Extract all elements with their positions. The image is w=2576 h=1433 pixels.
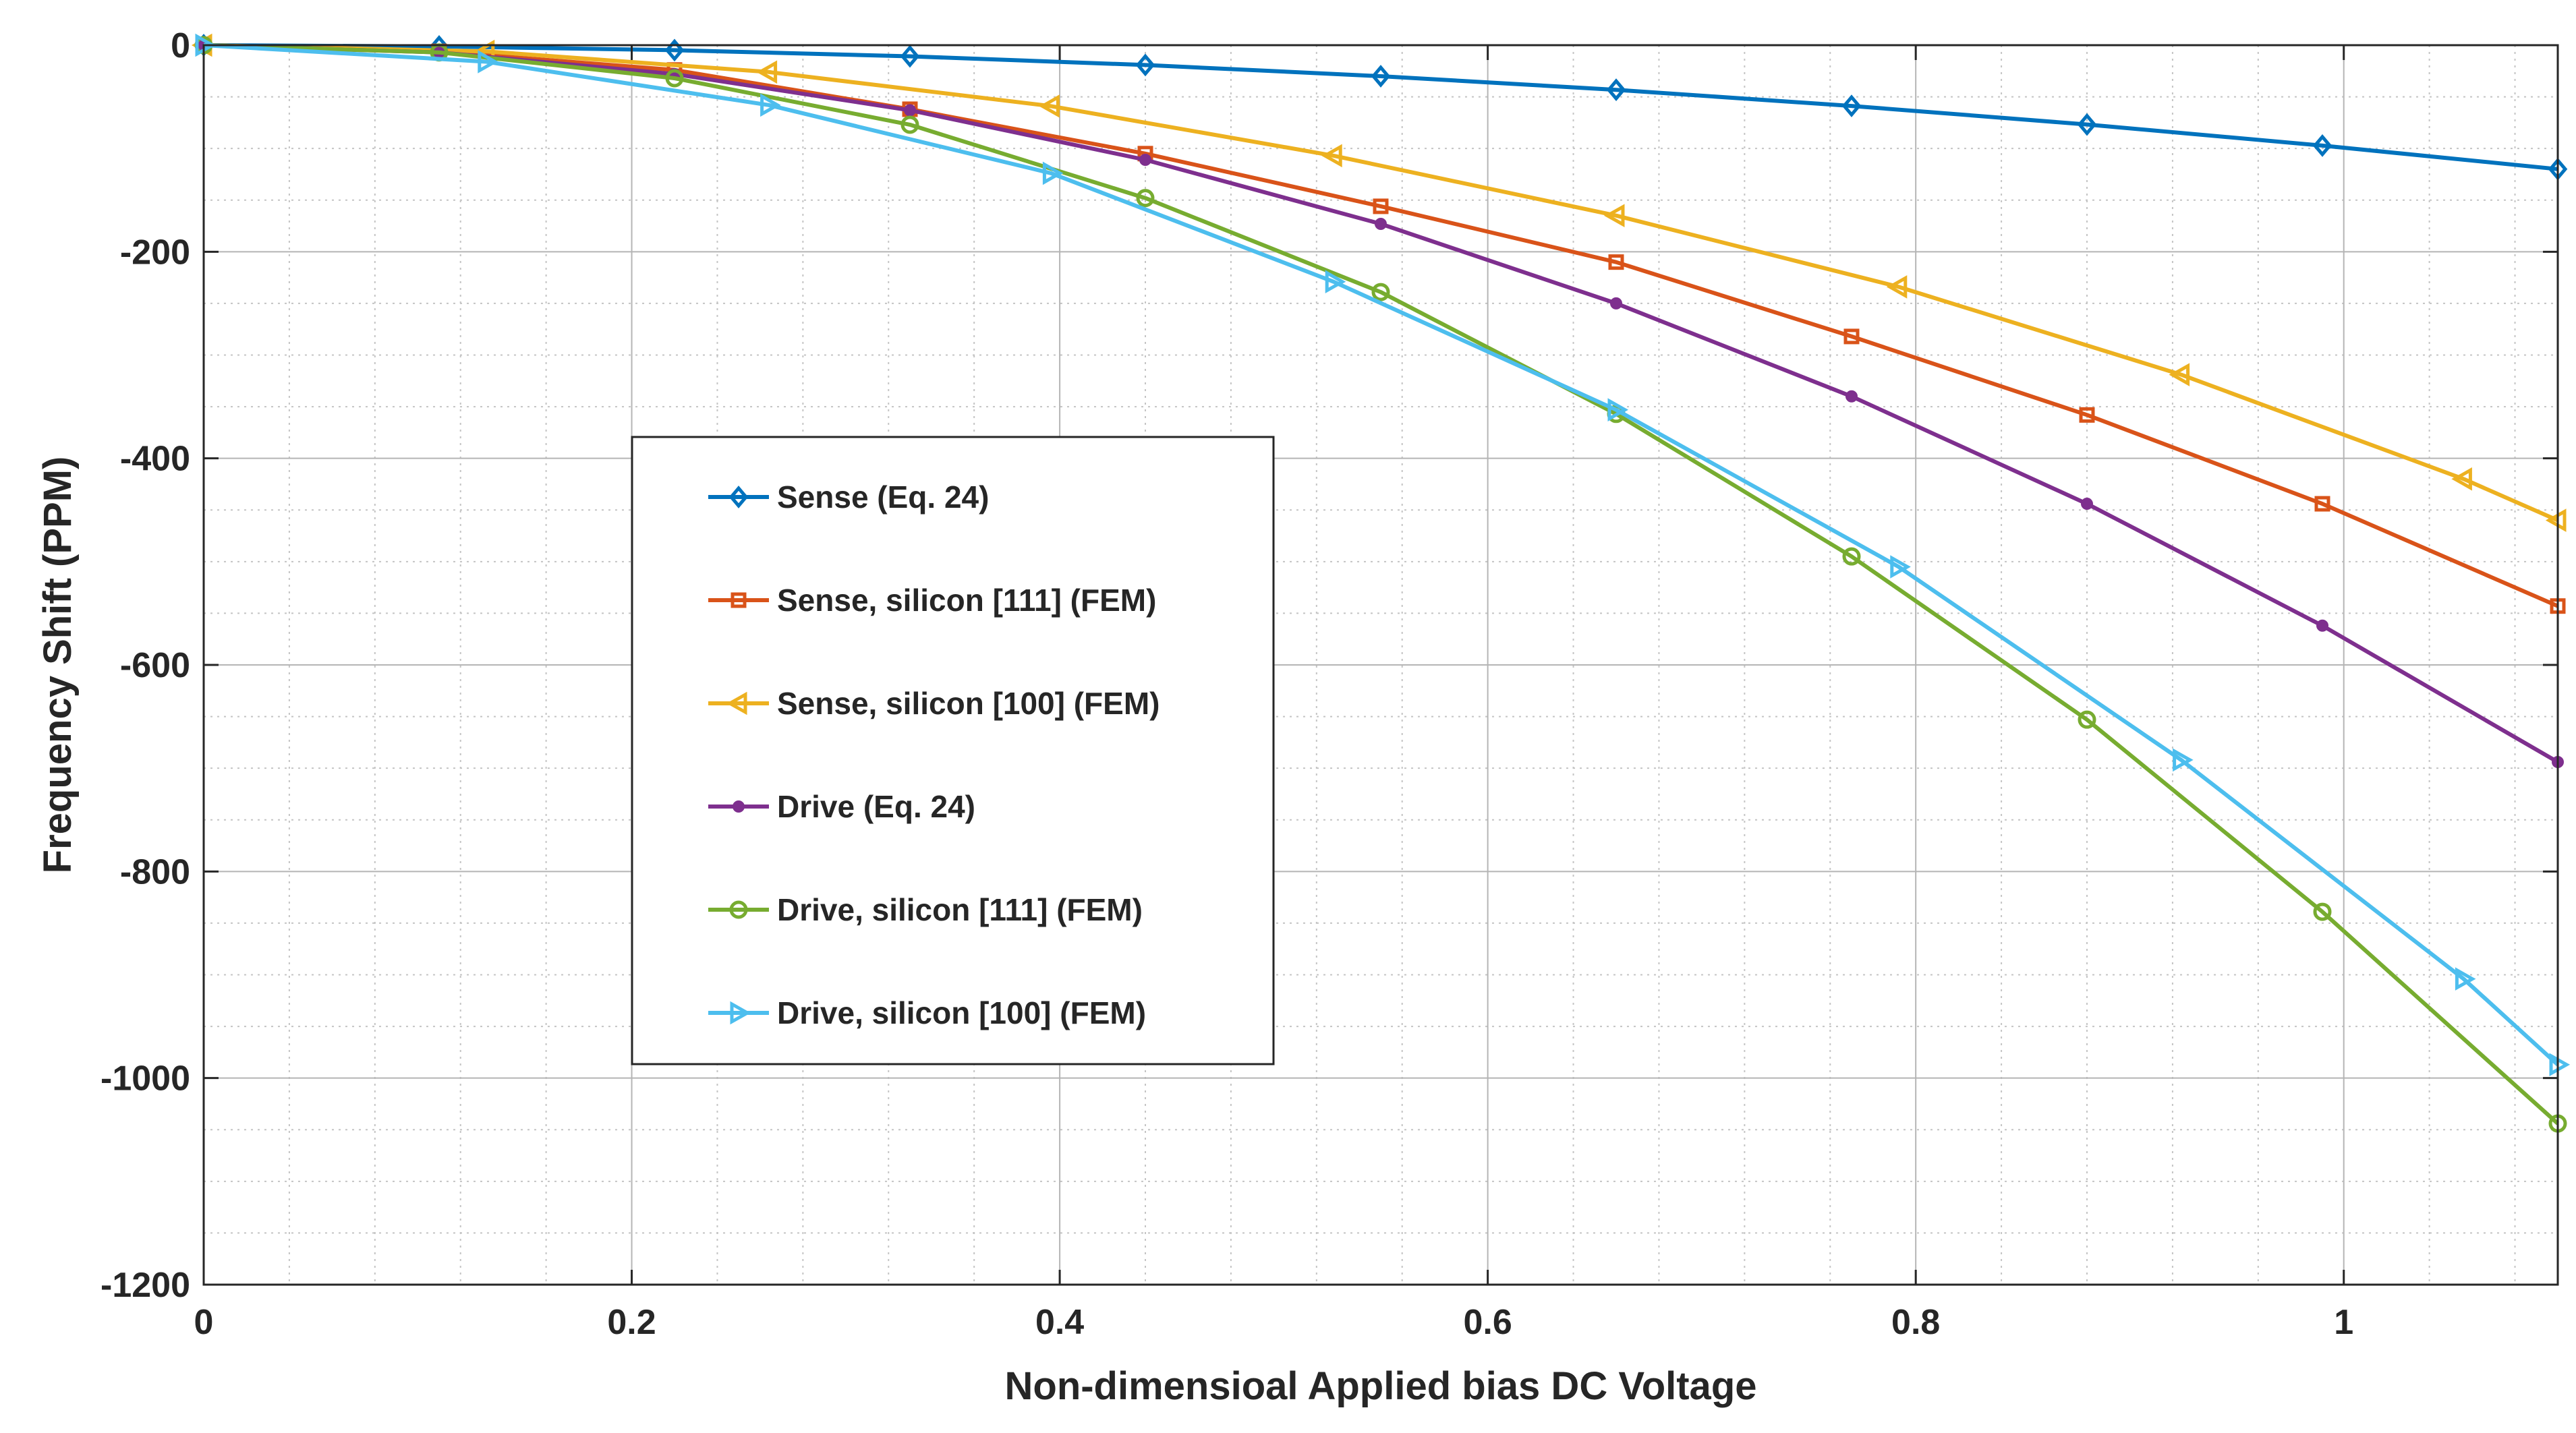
data-point <box>2455 967 2476 991</box>
data-point <box>1375 217 1387 230</box>
legend-entry: Sense, silicon [100] (FEM) <box>708 686 1160 721</box>
series-line <box>203 43 2559 608</box>
series-layer <box>191 33 2571 1133</box>
legend-entry: Drive, silicon [111] (FEM) <box>708 892 1143 927</box>
data-point <box>2173 748 2194 772</box>
x-tick-label: 0.4 <box>1035 1303 1084 1342</box>
data-point <box>1606 78 1626 102</box>
data-point <box>1890 555 1911 579</box>
data-point <box>1325 270 1346 294</box>
legend-entry: Sense, silicon [111] (FEM) <box>708 583 1156 618</box>
y-tick-label: -600 <box>120 646 190 685</box>
series-line <box>203 43 2559 523</box>
data-point <box>2078 710 2096 729</box>
legend-box <box>631 436 1275 1065</box>
data-point <box>760 93 781 117</box>
legend-label: Drive (Eq. 24) <box>777 789 975 824</box>
series-line <box>203 43 2558 171</box>
data-point <box>1373 198 1389 214</box>
data-point <box>2169 363 2190 386</box>
x-tick-label: 0.8 <box>1891 1303 1940 1342</box>
legend-swatch-marker <box>731 592 747 608</box>
data-point <box>1841 94 1862 117</box>
legend-swatch-marker <box>730 1001 751 1025</box>
legend-entries: Sense (Eq. 24) Sense, silicon [111] (FEM)… <box>708 479 1160 1030</box>
legend-entry: Drive (Eq. 24) <box>708 789 975 824</box>
data-point <box>756 60 778 84</box>
data-point <box>2312 134 2332 157</box>
series-line <box>203 43 2560 1125</box>
data-point <box>900 45 920 68</box>
data-point <box>2077 113 2097 136</box>
x-tick-label: 0.2 <box>607 1303 656 1342</box>
data-point <box>478 50 498 74</box>
y-tick-label: -200 <box>120 233 190 272</box>
y-tick-label: -400 <box>120 440 190 479</box>
data-point <box>1371 283 1390 301</box>
legend-swatch-marker <box>733 800 745 813</box>
y-tick-label: -1200 <box>101 1266 190 1305</box>
data-point <box>1843 328 1860 345</box>
data-point <box>904 104 916 117</box>
legend-entry: Drive, silicon [100] (FEM) <box>708 995 1146 1030</box>
data-point <box>1371 65 1391 88</box>
data-point <box>664 38 685 62</box>
data-point <box>2081 498 2093 510</box>
legend-swatch-marker <box>726 691 747 715</box>
x-axis-label: Non-dimensioal Applied bias DC Voltage <box>1005 1364 1757 1408</box>
data-point <box>2079 407 2095 423</box>
legend-label: Drive, silicon [111] (FEM) <box>777 892 1143 927</box>
data-point <box>2313 902 2332 921</box>
data-point <box>900 115 919 134</box>
data-point <box>1842 547 1861 566</box>
data-point <box>1135 53 1155 77</box>
data-point <box>1845 390 1858 403</box>
legend: Sense (Eq. 24) Sense, silicon [111] (FEM)… <box>631 436 1275 1065</box>
legend-entry: Sense (Eq. 24) <box>708 479 989 515</box>
data-point <box>1136 189 1155 208</box>
x-tick-label: 0 <box>194 1303 214 1342</box>
data-point <box>1139 154 1151 167</box>
legend-label: Sense, silicon [100] (FEM) <box>777 686 1160 721</box>
series-line <box>203 43 2560 1067</box>
x-tick-label: 1 <box>2334 1303 2353 1342</box>
data-point <box>2451 467 2472 491</box>
y-tick-label: -800 <box>120 852 190 891</box>
data-point <box>1607 398 1629 421</box>
data-point <box>1603 204 1625 228</box>
axis-ticks: 0 0.2 0.4 0.6 0.8 1 0 -200 -400 -600 -800 -1000 -120… <box>101 26 2558 1342</box>
data-point <box>1039 94 1060 118</box>
data-point <box>2314 496 2330 512</box>
data-point <box>1042 161 1064 185</box>
legend-label: Sense (Eq. 24) <box>777 479 989 515</box>
data-point <box>665 69 684 88</box>
y-axis-label: Frequency Shift (PPM) <box>36 457 80 874</box>
data-point <box>1610 297 1622 310</box>
y-tick-label: -1000 <box>101 1059 190 1099</box>
data-point <box>2316 619 2328 632</box>
data-point <box>1321 144 1342 168</box>
legend-label: Sense, silicon [111] (FEM) <box>777 583 1156 618</box>
legend-swatch-marker <box>728 486 749 508</box>
legend-swatch-marker <box>729 900 748 919</box>
legend-label: Drive, silicon [100] (FEM) <box>777 995 1146 1030</box>
data-point <box>1886 275 1908 299</box>
y-tick-label: 0 <box>171 26 190 65</box>
x-tick-label: 0.6 <box>1463 1303 1512 1342</box>
data-point <box>1608 254 1624 270</box>
series-4 <box>198 39 2564 768</box>
